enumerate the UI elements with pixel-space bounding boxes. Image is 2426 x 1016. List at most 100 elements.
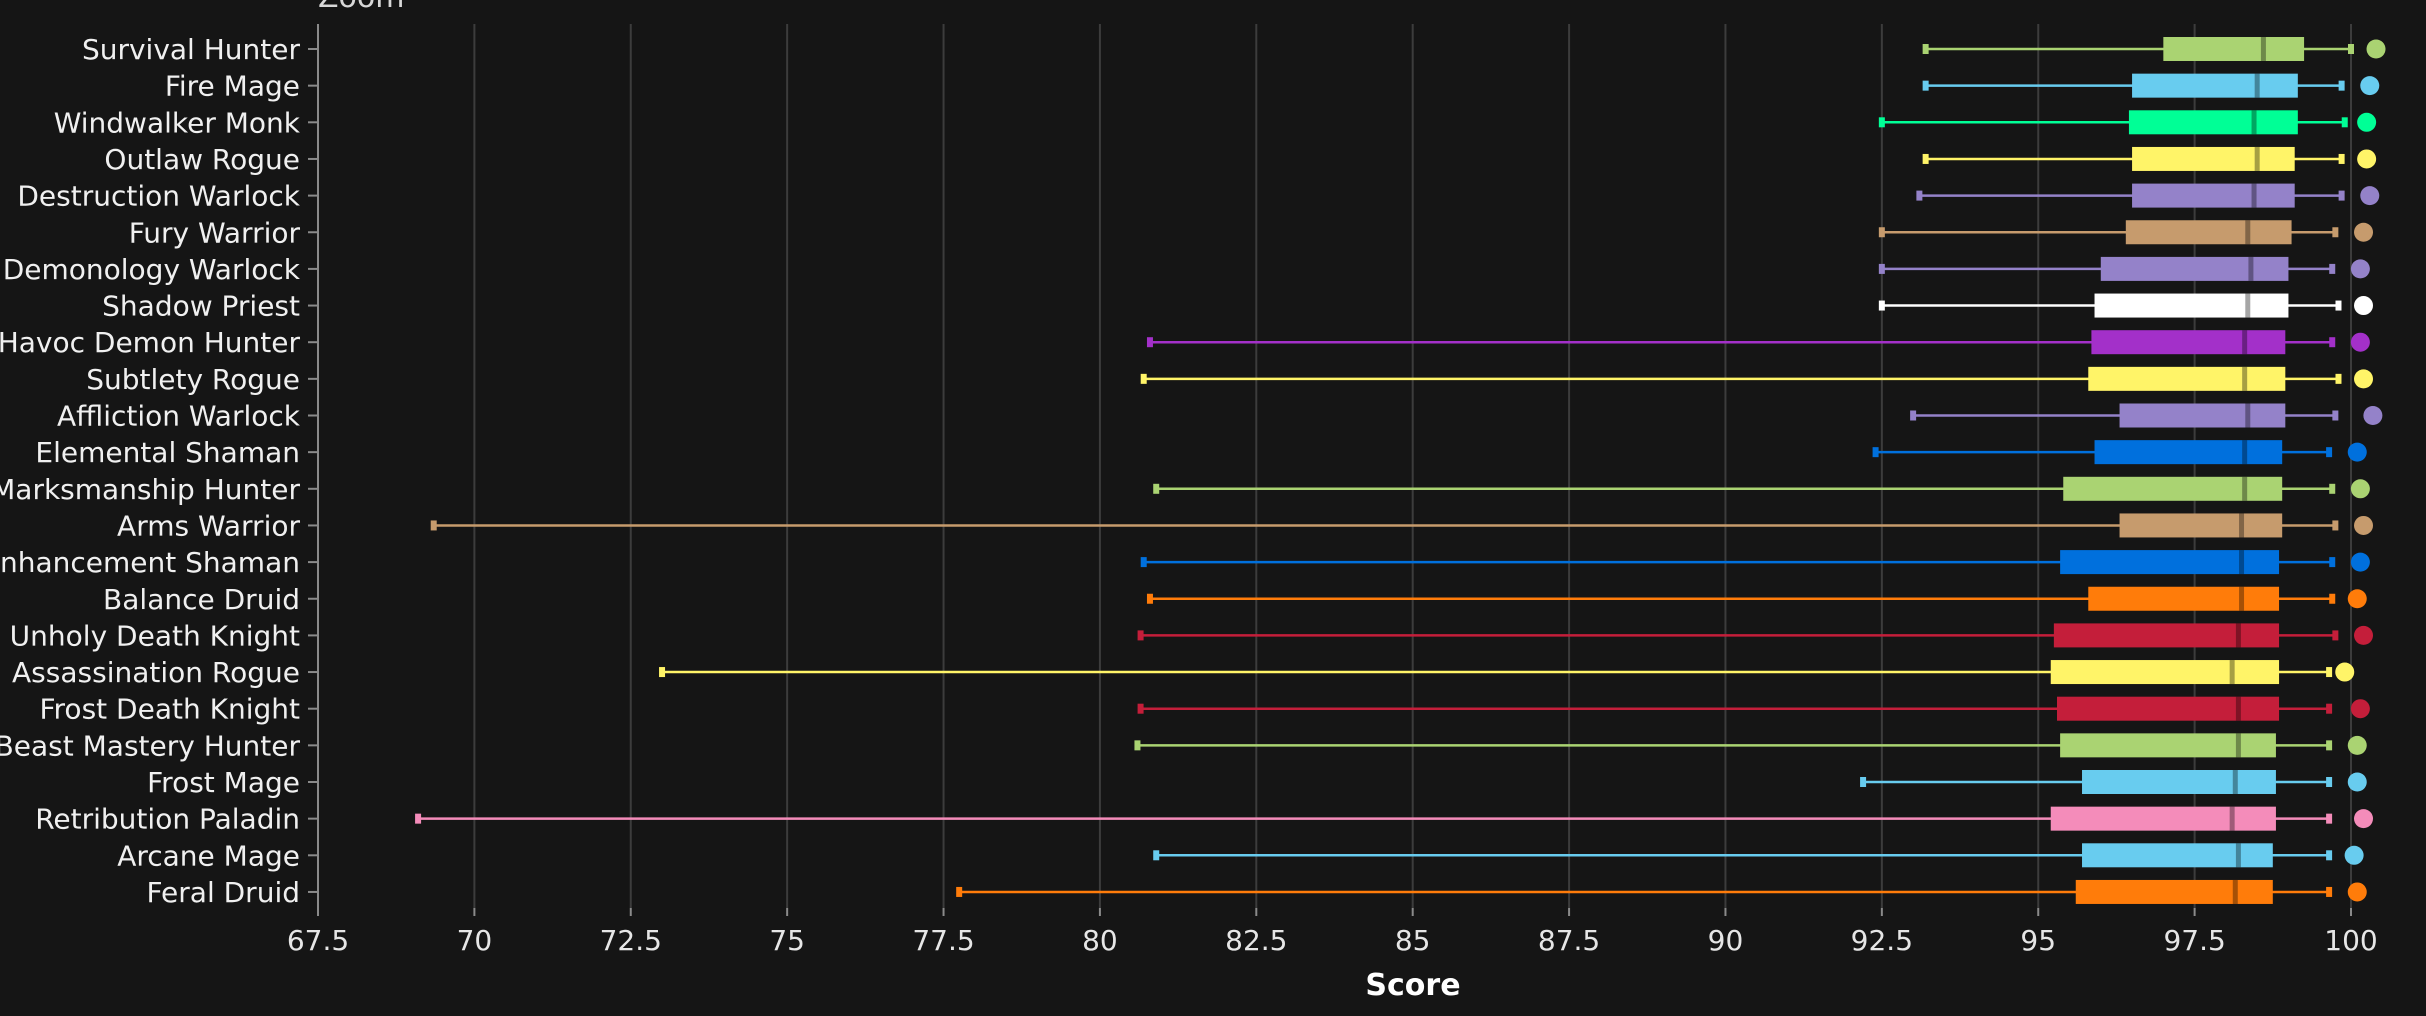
outlier-point bbox=[2350, 479, 2370, 499]
outlier-point bbox=[2360, 76, 2380, 96]
whisker-max-cap bbox=[2326, 447, 2333, 458]
category-label: Feral Druid bbox=[146, 876, 300, 909]
whisker-min-cap bbox=[1878, 227, 1885, 238]
whisker-max-cap bbox=[2341, 117, 2348, 128]
median-marker bbox=[2254, 73, 2260, 98]
category-label: Havoc Demon Hunter bbox=[0, 326, 300, 359]
median-marker bbox=[2232, 879, 2238, 904]
iqr-box bbox=[2163, 37, 2305, 61]
median-marker bbox=[2229, 660, 2235, 685]
zoom-label[interactable]: Zoom bbox=[318, 0, 404, 15]
outlier-point bbox=[2354, 809, 2374, 829]
x-tick-label: 87.5 bbox=[1538, 924, 1600, 957]
whisker-min-cap bbox=[1140, 373, 1147, 384]
category-label: Beast Mastery Hunter bbox=[0, 729, 300, 762]
whisker-max-cap bbox=[2332, 227, 2339, 238]
category-label: Frost Death Knight bbox=[39, 693, 300, 726]
outlier-point bbox=[2354, 296, 2374, 316]
iqr-box bbox=[2063, 476, 2283, 501]
category-label: Unholy Death Knight bbox=[10, 619, 300, 652]
median-marker bbox=[2251, 110, 2257, 135]
outlier-point bbox=[2350, 332, 2370, 352]
whisker-min-cap bbox=[1146, 593, 1153, 604]
iqr-box bbox=[2128, 110, 2298, 135]
whisker-max-cap bbox=[2326, 667, 2333, 678]
category-label: Fire Mage bbox=[165, 70, 300, 103]
outlier-point bbox=[2360, 186, 2380, 206]
category-label: Windwalker Monk bbox=[54, 106, 301, 139]
category-label: Subtlety Rogue bbox=[86, 363, 300, 396]
outlier-point bbox=[2350, 259, 2370, 279]
category-label: Elemental Shaman bbox=[35, 436, 300, 469]
whisker-max-cap bbox=[2348, 44, 2354, 54]
whisker-max-cap bbox=[2338, 190, 2345, 201]
category-label: Frost Mage bbox=[147, 766, 300, 799]
median-marker bbox=[2239, 513, 2245, 538]
outlier-point bbox=[2350, 552, 2370, 572]
outlier-point bbox=[2350, 699, 2370, 719]
whisker-max-cap bbox=[2335, 300, 2342, 311]
whisker-max-cap bbox=[2326, 703, 2333, 714]
outlier-point bbox=[2354, 369, 2374, 389]
whisker-max-cap bbox=[2332, 630, 2339, 641]
whisker-min-cap bbox=[1153, 483, 1160, 494]
median-marker bbox=[2239, 550, 2245, 575]
whisker-min-cap bbox=[1878, 263, 1885, 274]
category-label: Enhancement Shaman bbox=[0, 546, 300, 579]
x-tick-label: 85 bbox=[1395, 924, 1431, 957]
category-label: Arcane Mage bbox=[117, 839, 300, 872]
iqr-box bbox=[2132, 183, 2295, 208]
whisker-min-cap bbox=[1916, 190, 1923, 201]
outlier-point bbox=[2354, 625, 2374, 645]
whisker-min-cap bbox=[1140, 557, 1147, 568]
x-tick-label: 75 bbox=[769, 924, 805, 957]
whisker-min-cap bbox=[1153, 850, 1160, 861]
median-marker bbox=[2242, 366, 2248, 391]
whisker-min-cap bbox=[1922, 44, 1929, 54]
outlier-point bbox=[2347, 882, 2367, 902]
outlier-point bbox=[2363, 406, 2383, 425]
iqr-box bbox=[2088, 586, 2280, 611]
category-label: Shadow Priest bbox=[102, 290, 300, 323]
category-label: Survival Hunter bbox=[82, 33, 301, 66]
median-marker bbox=[2235, 623, 2241, 648]
category-label: Retribution Paladin bbox=[35, 803, 300, 836]
whisker-min-cap bbox=[1872, 447, 1879, 458]
outlier-point bbox=[2347, 442, 2367, 462]
x-tick-label: 97.5 bbox=[2163, 924, 2225, 957]
category-label: Affliction Warlock bbox=[57, 400, 301, 433]
iqr-box bbox=[2091, 330, 2286, 355]
iqr-box bbox=[2050, 806, 2276, 831]
median-marker bbox=[2242, 440, 2248, 465]
median-marker bbox=[2242, 330, 2248, 355]
x-tick-label: 77.5 bbox=[912, 924, 974, 957]
category-label: Fury Warrior bbox=[129, 216, 301, 249]
whisker-max-cap bbox=[2332, 520, 2339, 531]
iqr-box bbox=[2094, 293, 2289, 318]
median-marker bbox=[2242, 476, 2248, 501]
whisker-min-cap bbox=[659, 667, 666, 678]
median-marker bbox=[2251, 183, 2257, 208]
whisker-max-cap bbox=[2332, 410, 2339, 421]
whisker-min-cap bbox=[1137, 703, 1144, 714]
median-marker bbox=[2245, 220, 2251, 245]
median-marker bbox=[2254, 146, 2260, 171]
whisker-max-cap bbox=[2338, 153, 2345, 164]
iqr-box bbox=[2094, 440, 2283, 465]
iqr-box bbox=[2132, 146, 2295, 171]
outlier-point bbox=[2366, 39, 2386, 59]
x-tick-label: 67.5 bbox=[287, 924, 349, 957]
outlier-point bbox=[2357, 112, 2377, 132]
iqr-box bbox=[2082, 770, 2276, 794]
category-label: Destruction Warlock bbox=[17, 180, 300, 213]
median-marker bbox=[2245, 403, 2251, 428]
outlier-point bbox=[2347, 589, 2367, 609]
whisker-min-cap bbox=[1146, 337, 1153, 348]
iqr-box bbox=[2075, 879, 2273, 904]
x-tick-label: 95 bbox=[2020, 924, 2056, 957]
x-tick-label: 100 bbox=[2324, 924, 2377, 957]
x-tick-label: 92.5 bbox=[1851, 924, 1913, 957]
iqr-box bbox=[2056, 696, 2280, 721]
iqr-box bbox=[2060, 733, 2276, 758]
whisker-min-cap bbox=[1910, 410, 1917, 421]
